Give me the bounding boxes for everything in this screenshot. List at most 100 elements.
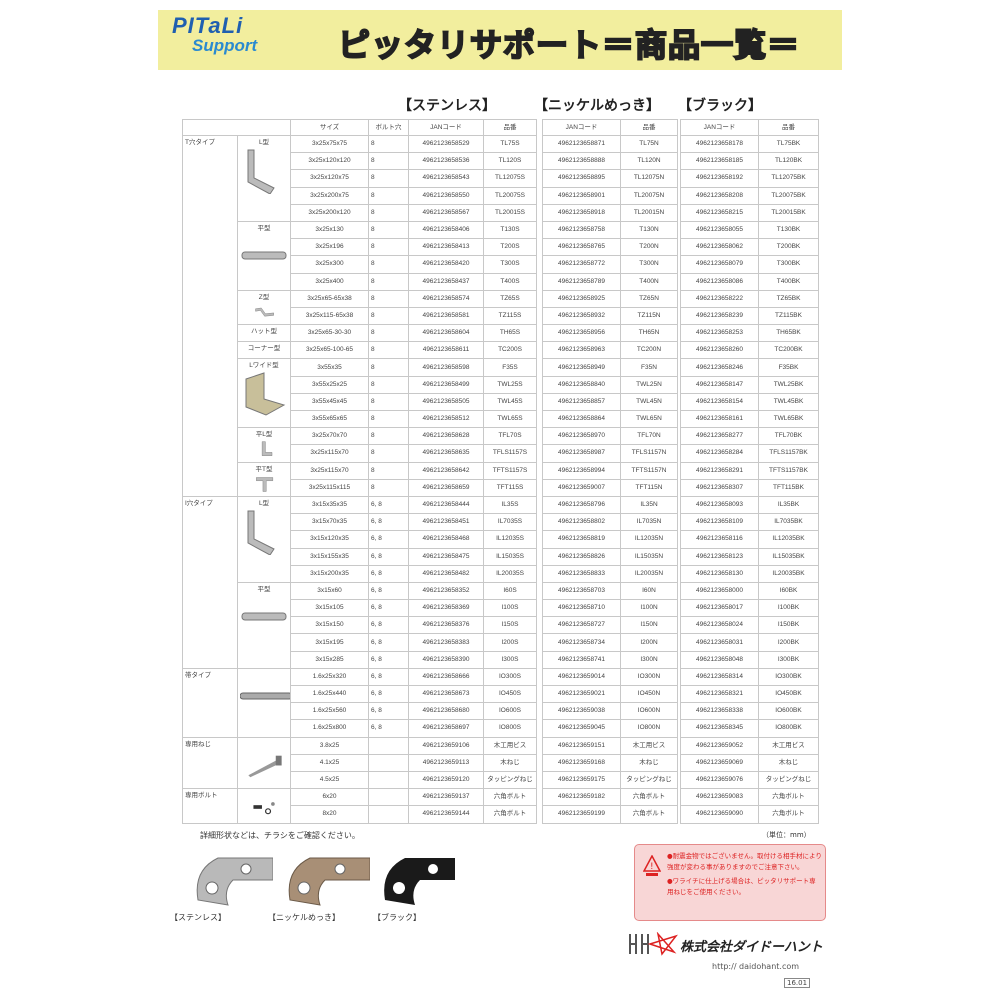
table-row: 3x15x70x35 6, 8 4962123658451 IL7035S	[183, 513, 537, 532]
table-row: 4962123658918 TL20015N	[542, 203, 678, 222]
product-code-cell: TH65N	[620, 324, 678, 343]
product-code-cell: 木ねじ	[483, 753, 537, 772]
table-row: 4962123658925 TZ65N	[542, 289, 678, 308]
size-cell: 1.6x25x560	[290, 702, 369, 721]
size-cell: 3x25x200x120	[290, 203, 369, 222]
product-code-cell: I100S	[483, 599, 537, 618]
size-cell: 3.8x25	[290, 736, 369, 755]
jan-code-cell: 4962123658437	[408, 272, 484, 291]
jan-code-cell: 4962123658338	[680, 702, 759, 721]
product-code-cell: TZ65BK	[758, 289, 819, 308]
jan-code-cell: 4962123658987	[542, 444, 621, 463]
subcategory-label: 平型	[257, 224, 271, 232]
product-code-cell: TWL45S	[483, 392, 537, 412]
jan-code-cell: 4962123658895	[542, 169, 621, 188]
product-code-cell: TWL45N	[620, 392, 678, 412]
jan-code-cell: 4962123658673	[408, 684, 484, 704]
jan-code-cell: 4962123658611	[408, 341, 484, 360]
jan-code-cell: 4962123658888	[542, 152, 621, 171]
size-cell: 3x15x285	[290, 650, 369, 669]
table-row: 3x25x115x70 8 4962123658635 TFLS1157S	[183, 444, 537, 463]
jan-code-cell: 4962123658451	[408, 513, 484, 532]
jan-code-cell: 4962123658918	[542, 203, 621, 222]
table-row: 3x15x105 6, 8 4962123658369 I100S	[183, 599, 537, 618]
table-row: I穴タイプ L型 3x15x35x35 6, 8 4962123658444 IL35S	[182, 495, 537, 669]
product-code-cell: TWL25BK	[758, 375, 819, 394]
jan-code-cell: 4962123658994	[542, 461, 621, 480]
table-row: 平L型 3x25x70x70 8 4962123658628 TFL70S	[183, 427, 537, 463]
category-cell: I穴タイプ	[182, 495, 238, 669]
product-code-cell: IL7035BK	[758, 513, 819, 532]
screw-icon	[248, 755, 282, 777]
table-row: 4962123658116 IL12035BK	[680, 530, 819, 549]
strap-icon	[240, 692, 290, 700]
jan-code-cell: 4962123658086	[680, 272, 759, 291]
product-code-cell: 木工用ビス	[758, 736, 819, 755]
jan-code-cell: 4962123658406	[408, 220, 484, 240]
product-code-cell: TWL65S	[483, 409, 537, 429]
product-code-cell: TWL45BK	[758, 392, 819, 412]
table-row: 4962123659021 IO450N	[542, 684, 678, 704]
product-code-cell: I200S	[483, 633, 537, 652]
size-cell: 3x15x60	[290, 581, 369, 601]
jan-code-cell: 4962123658772	[542, 255, 621, 274]
product-code-cell: T300S	[483, 255, 537, 274]
product-code-cell: F35BK	[758, 358, 819, 377]
jan-code-cell: 4962123658239	[680, 306, 759, 326]
bolt-hole-cell: 8	[368, 255, 409, 274]
table-row: 3x15x285 6, 8 4962123658390 I300S	[183, 650, 537, 669]
jan-code-cell: 4962123658796	[542, 495, 621, 515]
jan-header: JANコード	[408, 119, 484, 136]
product-code-cell: TFLS1157BK	[758, 444, 819, 463]
product-code-cell: IO600BK	[758, 702, 819, 721]
table-row: 4.5x25 4962123659120 タッピングねじ	[183, 770, 537, 790]
table-row: 4962123658895 TL12075N	[542, 169, 678, 188]
jan-code-cell: 4962123658819	[542, 530, 621, 549]
jan-code-cell: 4962123658871	[542, 134, 621, 154]
jan-code-cell: 4962123659144	[408, 805, 484, 824]
table-row: 4962123658802 IL7035N	[542, 513, 678, 532]
warning-icon: !	[643, 855, 661, 876]
size-cell: 3x55x25x25	[290, 375, 369, 394]
table-row: 4962123659199 六角ボルト	[542, 805, 678, 824]
table-row: T穴タイプ L型 3x25x75x75 8 4962123658529 TL75S	[182, 134, 537, 497]
warning-text-2: ●ワライチに仕上げる場合は、ピッタリサポート専用ねじをご使用ください。	[667, 877, 816, 896]
table-row: Z型 3x25x65-65x38 8 4962123658574 TZ65S	[183, 289, 537, 326]
product-code-cell: TL120S	[483, 152, 537, 171]
size-cell: 3x55x35	[290, 358, 369, 377]
jan-code-cell: 4962123658475	[408, 547, 484, 566]
bolt-hole-cell: 6, 8	[368, 719, 409, 738]
product-code-cell: TH65BK	[758, 324, 819, 343]
bolt-header: ボルト穴	[368, 119, 409, 136]
subcategory-cell: L型	[237, 135, 291, 222]
bolt-hole-cell: 6, 8	[368, 599, 409, 618]
table-row: 3x55x25x25 8 4962123658499 TWL25S	[183, 375, 537, 394]
table-row: 3x15x200x35 6, 8 4962123658482 IL20035S	[183, 564, 537, 583]
bolt-hole-cell: 8	[368, 324, 409, 343]
table-row: 4962123658192 TL12075BK	[680, 169, 819, 188]
size-cell: 3x15x120x35	[290, 530, 369, 549]
bolt-hole-cell: 8	[368, 134, 409, 154]
table-row: 4962123658833 IL20035N	[542, 564, 678, 583]
table-row: 4962123658048 I300BK	[680, 650, 819, 669]
product-code-cell: TFL70N	[620, 427, 678, 446]
product-code-cell: TL75BK	[758, 134, 819, 154]
bolt-hole-cell: 6, 8	[368, 684, 409, 704]
table-row: 4962123658130 IL20035BK	[680, 564, 819, 583]
jan-code-cell: 4962123658048	[680, 650, 759, 669]
product-code-cell: T400BK	[758, 272, 819, 291]
subcategory-cell: 平型	[237, 581, 291, 669]
product-code-cell: TFL70BK	[758, 427, 819, 446]
jan-code-cell: 4962123658666	[408, 667, 484, 687]
subcategory-label: Z型	[258, 293, 270, 301]
jan-code-cell: 4962123658840	[542, 375, 621, 394]
l-bracket-icon	[247, 510, 275, 555]
table-row: 帯タイプ 1.6x25x320 6, 8 4962123658666 IO300S	[182, 667, 537, 738]
size-cell: 3x15x70x35	[290, 513, 369, 532]
table-row: 3x15x155x35 6, 8 4962123658475 IL15035S	[183, 547, 537, 566]
size-cell: 4.5x25	[290, 770, 369, 790]
jan-code-cell: 4962123658321	[680, 684, 759, 704]
bolt-hole-cell: 8	[368, 427, 409, 446]
table-row: 4962123658093 IL35BK	[680, 495, 819, 515]
jan-code-cell: 4962123659045	[542, 719, 621, 738]
